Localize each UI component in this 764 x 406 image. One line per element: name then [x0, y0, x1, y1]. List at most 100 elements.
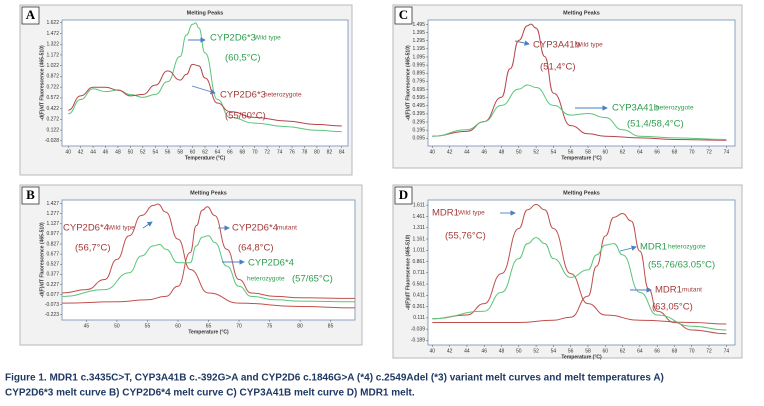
y-tick-label: -0.039	[411, 326, 425, 332]
y-tick-label: 1.427	[46, 201, 59, 207]
x-tick-label: 50	[516, 149, 522, 155]
y-tick-label: -0.223	[45, 312, 59, 318]
x-tick-label: 78	[302, 149, 308, 155]
x-tick-label: 52	[533, 348, 539, 354]
annotation-tag: mutant	[682, 287, 702, 294]
x-tick-label: 80	[297, 323, 303, 329]
x-tick-label: 40	[65, 149, 71, 155]
x-tick-label: 74	[724, 348, 730, 354]
y-tick-label: 1.395	[412, 30, 425, 36]
annotation-tag: heterozygote	[668, 244, 706, 251]
x-tick-label: 54	[551, 149, 557, 155]
y-tick-label: 0.111	[413, 315, 425, 321]
y-tick-label: 0.195	[412, 127, 425, 133]
annotation-name: CYP2D6*4	[248, 258, 294, 269]
x-axis-label: Temperature (°C)	[185, 155, 226, 161]
annotation-tag: heterozygote	[247, 276, 285, 283]
y-tick-label: 0.395	[412, 111, 425, 117]
panel-label-box	[21, 6, 40, 25]
annotation-tag: Wild type	[254, 35, 281, 42]
annotation-tag: Wild type	[108, 225, 135, 232]
y-tick-label: 1.127	[46, 221, 59, 227]
x-tick-label: 45	[84, 323, 90, 329]
annotation-temp: (56,7°C)	[75, 243, 110, 254]
x-tick-label: 44	[90, 149, 96, 155]
annotation-tag: mutant	[277, 225, 297, 232]
x-tick-label: 58	[177, 149, 183, 155]
y-axis-label: -d(F)/dT Fluorescence (465-510)	[39, 45, 45, 121]
y-axis-label: -d(F)/dT Fluorescence (465-510)	[39, 222, 45, 298]
annotation-name: CYP2D6*3	[210, 33, 256, 44]
x-tick-label: 68	[672, 348, 678, 354]
plot-area	[61, 199, 356, 321]
x-tick-label: 46	[103, 149, 109, 155]
annotation-name: CYP3A41b	[612, 103, 659, 114]
y-tick-label: 1.011	[413, 248, 425, 254]
y-tick-label: 0.377	[46, 272, 59, 278]
x-tick-label: 46	[481, 149, 487, 155]
x-tick-label: 66	[654, 348, 660, 354]
melt-curve	[432, 204, 727, 325]
y-tick-label: 1.295	[412, 38, 425, 44]
y-tick-label: 0.422	[46, 106, 59, 112]
annotation-tag: Wild type	[576, 42, 603, 49]
melt-curve	[61, 206, 356, 304]
melt-curve	[68, 63, 342, 127]
melt-curve	[432, 23, 727, 141]
panel-label: A	[26, 7, 36, 22]
x-tick-label: 60	[190, 149, 196, 155]
x-tick-label: 52	[140, 149, 146, 155]
x-tick-label: 72	[264, 149, 270, 155]
x-tick-label: 60	[175, 323, 181, 329]
x-axis-label: Temperature (°C)	[188, 329, 229, 335]
annotation-temp: (64,8°C)	[238, 243, 273, 254]
annotation-tag: heterozygote	[656, 105, 694, 112]
panel-label-box	[394, 6, 413, 25]
annotation-arrow	[619, 245, 637, 252]
panel-label: D	[399, 187, 408, 202]
y-tick-label: -0.189	[411, 338, 425, 344]
annotation-temp: (55,76/63.05°C)	[648, 260, 715, 271]
x-tick-label: 64	[215, 149, 221, 155]
x-tick-label: 42	[447, 348, 453, 354]
annotation-temp: (51,4°C)	[540, 62, 575, 73]
y-tick-label: -0.028	[45, 138, 59, 144]
x-tick-label: 56	[165, 149, 171, 155]
y-tick-label: 0.872	[46, 74, 59, 80]
x-tick-label: 60	[603, 149, 609, 155]
y-tick-label: 0.711	[413, 270, 425, 276]
annotation-arrow	[514, 40, 530, 46]
annotation-temp: (55/60°C)	[225, 111, 266, 122]
x-tick-label: 55	[145, 323, 151, 329]
panel-label: B	[26, 187, 35, 202]
x-tick-label: 58	[585, 348, 591, 354]
annotation-temp: (57/65°C)	[292, 274, 333, 285]
annotation-name: CYP2D6*3	[220, 90, 266, 101]
x-tick-label: 70	[236, 323, 242, 329]
x-tick-label: 62	[620, 149, 626, 155]
x-tick-label: 68	[240, 149, 246, 155]
x-tick-label: 44	[464, 348, 470, 354]
annotation-temp: (60,5°C)	[225, 53, 260, 64]
y-tick-label: 1.611	[413, 203, 425, 209]
x-tick-label: 70	[252, 149, 258, 155]
x-tick-label: 72	[706, 348, 712, 354]
x-tick-label: 84	[339, 149, 345, 155]
y-tick-label: 0.495	[412, 103, 425, 109]
chart-title: Melting Peaks	[190, 190, 227, 196]
chart-title: Melting Peaks	[563, 10, 600, 16]
x-tick-label: 62	[202, 149, 208, 155]
x-tick-label: 54	[152, 149, 158, 155]
y-tick-label: 1.172	[46, 52, 59, 58]
melt-curve	[61, 235, 356, 303]
annotation-name: CYP3A41b	[533, 40, 580, 51]
annotation-temp: (63,05°C)	[652, 302, 693, 313]
x-tick-label: 76	[289, 149, 295, 155]
y-tick-label: 1.095	[412, 54, 425, 60]
x-tick-label: 70	[689, 149, 695, 155]
panel-label: C	[399, 7, 408, 22]
x-tick-label: 68	[672, 149, 678, 155]
melt-curve	[61, 203, 356, 309]
caption-line: CYP2D6*3 melt curve B) CYP2D6*4 melt cur…	[5, 388, 415, 399]
annotation-name: MDR1	[655, 285, 682, 296]
